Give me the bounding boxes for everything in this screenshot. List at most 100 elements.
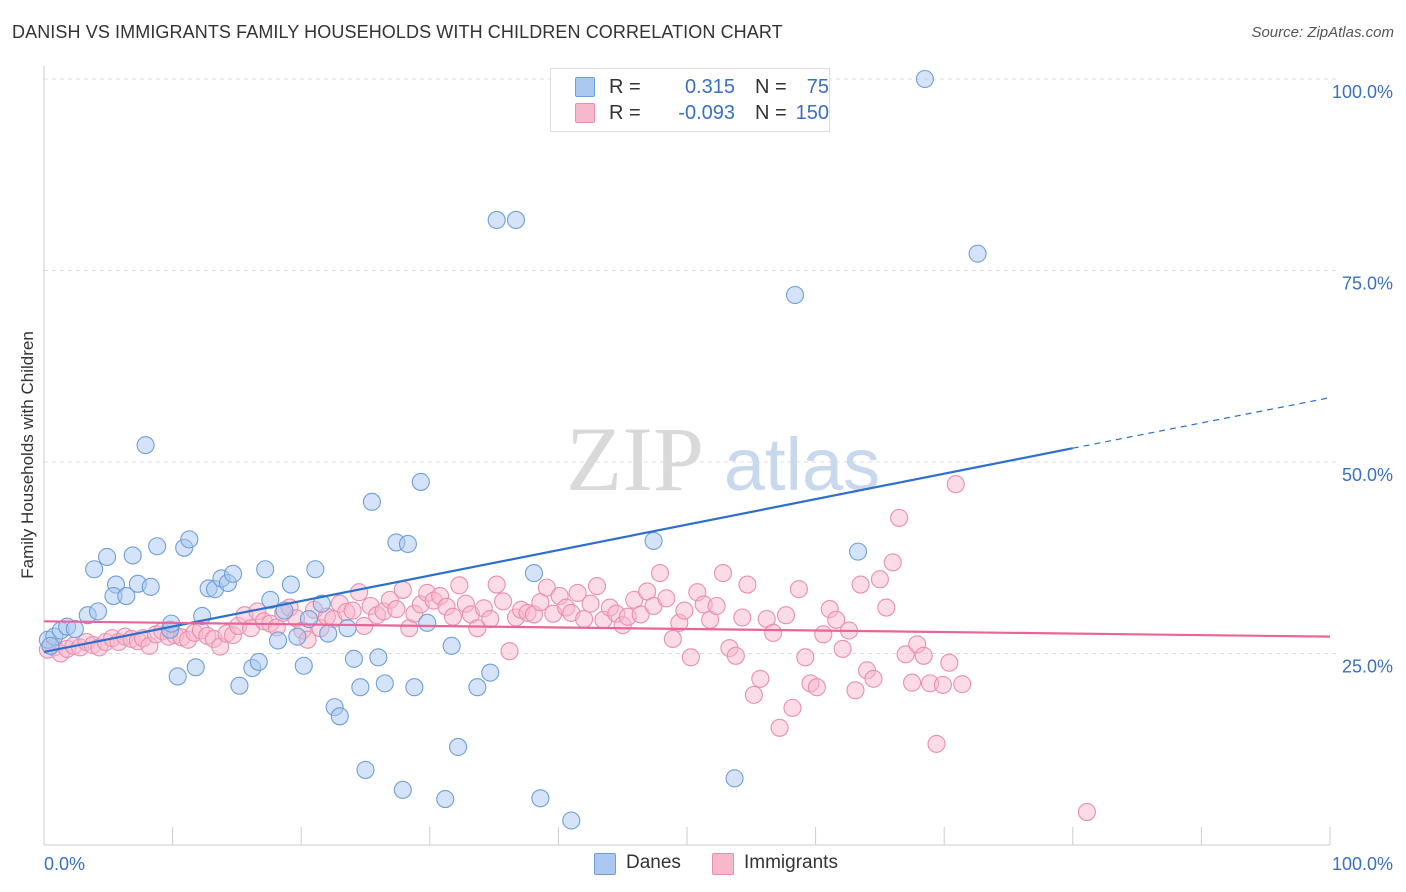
axes <box>43 66 1331 846</box>
immigrants-point <box>343 601 362 620</box>
danes-point <box>487 210 506 229</box>
danes-point <box>180 530 199 549</box>
immigrants-point <box>744 685 763 704</box>
immigrants-point <box>733 608 752 627</box>
immigrants-point <box>537 578 556 597</box>
immigrants-point <box>681 648 700 667</box>
danes-point <box>312 594 331 613</box>
y-tick-label: 25.0% <box>1342 657 1393 677</box>
danes-n-label: N = <box>755 76 787 98</box>
immigrants-point <box>827 610 846 629</box>
immigrants-n-label: N = <box>755 102 787 124</box>
danes-point <box>148 537 167 556</box>
danes-r-label: R = <box>609 76 641 98</box>
immigrants-point <box>713 564 733 583</box>
tick-labels: 25.0% 50.0% 75.0% 100.0% 0.0% 100.0% <box>44 82 1393 874</box>
immigrants-r-value: -0.093 <box>678 102 735 124</box>
immigrants-point <box>864 669 883 688</box>
immigrants-point <box>796 648 815 667</box>
immigrants-point <box>481 609 500 629</box>
immigrants-point <box>940 653 959 672</box>
danes-point <box>97 547 117 567</box>
immigrants-point <box>914 646 933 665</box>
danes-point <box>398 534 417 554</box>
danes-point <box>848 542 868 561</box>
danes-point <box>344 649 363 668</box>
immigrants-point <box>953 675 972 694</box>
danes-trend-extension <box>1072 397 1331 449</box>
danes-point <box>725 769 744 788</box>
immigrants-swatch <box>575 103 595 123</box>
danes-point <box>411 472 430 491</box>
legend-row-danes: R = 0.315 N = 75 <box>575 76 829 98</box>
danes-point <box>644 531 663 550</box>
danes-point <box>356 760 375 779</box>
immigrants-point <box>500 642 519 661</box>
danes-swatch <box>575 77 595 97</box>
correlation-legend: R = 0.315 N = 75 R = -0.093 N = 150 <box>550 68 830 132</box>
immigrants-point <box>764 623 783 642</box>
danes-point <box>281 575 300 594</box>
watermark-zip: ZIP <box>566 408 704 510</box>
danes-point <box>117 586 136 606</box>
danes-point <box>306 560 325 579</box>
danes-point <box>294 656 313 675</box>
immigrants-point <box>1077 803 1096 822</box>
immigrants-point <box>468 619 487 638</box>
danes-point <box>436 789 455 809</box>
danes-point <box>915 69 934 89</box>
immigrants-point <box>946 475 965 494</box>
danes-point <box>249 652 268 671</box>
immigrants-point <box>443 607 462 626</box>
immigrants-point <box>587 577 607 596</box>
immigrants-point <box>783 698 802 717</box>
immigrants-point <box>877 598 896 617</box>
danes-point <box>369 648 388 667</box>
danes-point <box>338 619 357 638</box>
x-tick-label: 100.0% <box>1332 854 1393 874</box>
danes-point <box>524 564 544 583</box>
danes-point <box>275 601 294 620</box>
legend-row-immigrants: R = -0.093 N = 150 <box>575 102 829 124</box>
danes-point <box>123 546 142 565</box>
immigrants-point <box>450 576 469 595</box>
immigrants-point <box>581 594 600 613</box>
danes-point <box>531 789 550 808</box>
immigrants-point <box>726 646 745 665</box>
immigrants-point <box>807 678 826 697</box>
immigrants-r-label: R = <box>609 102 641 124</box>
danes-point <box>223 564 243 583</box>
immigrants-point <box>393 580 412 599</box>
x-tick-label: 0.0% <box>44 854 85 874</box>
danes-point <box>136 436 155 455</box>
immigrants-point <box>657 589 676 608</box>
danes-point <box>405 678 424 697</box>
danes-point <box>299 609 318 629</box>
immigrants-point <box>814 625 833 644</box>
danes-point <box>65 619 84 639</box>
danes-r-value: 0.315 <box>684 76 735 98</box>
danes-point <box>288 627 307 646</box>
immigrants-point <box>896 645 915 664</box>
danes-point <box>88 602 108 621</box>
danes-point <box>442 636 461 655</box>
danes-point <box>230 676 249 695</box>
danes-point <box>85 560 104 579</box>
danes-point <box>362 492 381 511</box>
danes-point <box>393 780 412 799</box>
danes-legend-swatch <box>594 853 616 875</box>
danes-point <box>375 674 394 693</box>
immigrants-point <box>902 673 922 692</box>
trend-lines <box>43 397 1331 654</box>
immigrants-point <box>631 605 650 624</box>
immigrants-point <box>846 681 865 700</box>
immigrants-point <box>663 629 682 648</box>
danes-point <box>168 667 187 686</box>
immigrants-point <box>575 609 594 629</box>
danes-point <box>351 678 370 697</box>
immigrants-point <box>387 600 406 619</box>
immigrants-point <box>883 553 902 572</box>
immigrants-point <box>776 606 796 625</box>
danes-point <box>256 560 275 579</box>
immigrants-point <box>890 508 909 527</box>
